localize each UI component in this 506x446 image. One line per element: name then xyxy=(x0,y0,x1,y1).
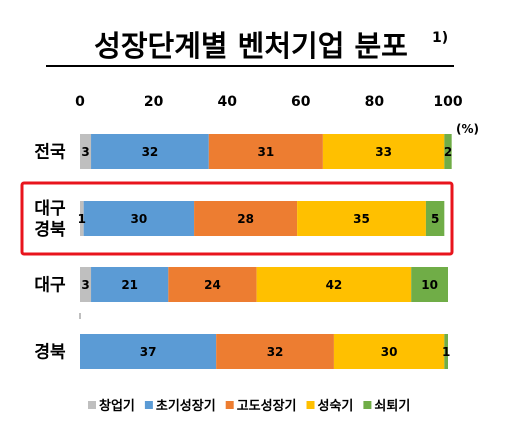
bar-segment xyxy=(216,334,334,369)
data-label: 28 xyxy=(237,212,254,226)
highlight-box xyxy=(20,181,454,256)
data-label: 1 xyxy=(442,345,450,359)
x-tick-label: 60 xyxy=(291,94,311,110)
legend-swatch xyxy=(144,401,153,409)
data-label: 37 xyxy=(140,345,157,359)
x-tick-label: 80 xyxy=(365,94,385,110)
category-label: 대구 xyxy=(34,276,66,296)
bar-segment xyxy=(80,334,217,369)
bar-segment xyxy=(80,267,92,302)
data-label: 1 xyxy=(78,212,86,226)
data-label: 30 xyxy=(131,212,148,226)
bar-segment xyxy=(80,134,92,169)
bar-segment xyxy=(83,201,195,236)
x-tick-label: 100 xyxy=(433,94,462,110)
bar-segment xyxy=(425,201,445,236)
bar-segment xyxy=(80,201,84,236)
data-label: 30 xyxy=(381,345,398,359)
data-label: 3 xyxy=(81,145,89,159)
legend-label: 쇠퇴기 xyxy=(374,398,410,414)
bar-segment xyxy=(444,334,448,369)
bar-segment xyxy=(444,134,452,169)
x-tick-label: 20 xyxy=(144,94,164,110)
bar-segment xyxy=(208,134,323,169)
legend-label: 성숙기 xyxy=(318,399,354,414)
legend-label: 고도성장기 xyxy=(237,398,297,414)
data-label: 2 xyxy=(444,145,452,159)
chart-title-superscript: 1) xyxy=(432,30,448,46)
chart-title: 성장단계별 벤처기업 분포 xyxy=(94,29,408,63)
data-label: 24 xyxy=(204,278,221,292)
bar-segment xyxy=(411,267,448,302)
data-label: 32 xyxy=(142,145,159,159)
x-tick-label: 0 xyxy=(75,94,85,110)
category-label: 경북 xyxy=(34,343,66,363)
data-label: 10 xyxy=(421,278,438,292)
bar-segment xyxy=(333,334,445,369)
category-label: 대구 xyxy=(34,199,66,219)
data-label: 21 xyxy=(121,278,138,292)
legend-swatch xyxy=(363,401,372,409)
bar-segment xyxy=(91,134,209,169)
bar-segment xyxy=(322,134,445,169)
legend: 창업기 초기성장기 고도성장기 성숙기 쇠퇴기 xyxy=(88,398,410,414)
unit-label: (%) xyxy=(456,122,479,136)
category-label: 전국 xyxy=(34,143,66,163)
data-label: 33 xyxy=(375,145,392,159)
x-axis-ticks: 0 20 40 60 80 100 xyxy=(75,94,463,110)
data-label: 32 xyxy=(267,345,284,359)
legend-label: 창업기 xyxy=(99,398,135,414)
legend-swatch xyxy=(306,401,315,409)
data-label: 5 xyxy=(431,212,439,226)
data-label: 42 xyxy=(326,278,343,292)
legend-swatch xyxy=(88,401,96,409)
legend-label: 초기성장기 xyxy=(156,398,216,414)
bar-segment xyxy=(91,267,169,302)
bar-segment xyxy=(194,201,298,236)
data-label: 35 xyxy=(353,212,370,226)
x-tick-label: 40 xyxy=(217,94,237,110)
bar-segment xyxy=(168,267,257,302)
category-label: 경북 xyxy=(34,220,66,240)
data-label: 3 xyxy=(81,278,89,292)
data-label: 31 xyxy=(257,145,274,159)
bar-segment xyxy=(297,201,426,236)
bar-segment xyxy=(256,267,412,302)
bars xyxy=(79,134,452,369)
legend-swatch xyxy=(225,401,234,409)
